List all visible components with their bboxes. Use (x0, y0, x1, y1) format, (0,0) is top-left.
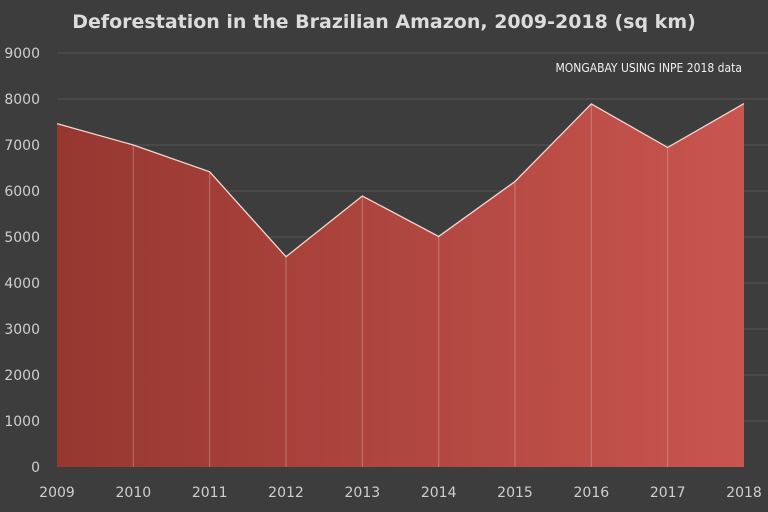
y-tick-label: 1000 (4, 414, 40, 430)
x-tick-label: 2012 (268, 485, 304, 501)
y-tick-label: 7000 (4, 138, 40, 154)
source-annotation: MONGABAY USING INPE 2018 data (555, 61, 742, 75)
x-tick-label: 2014 (421, 485, 457, 501)
chart-title: Deforestation in the Brazilian Amazon, 2… (72, 11, 696, 33)
x-tick-label: 2017 (650, 485, 686, 501)
y-tick-label: 3000 (4, 322, 40, 338)
y-axis-ticks: 0 1000 2000 3000 4000 5000 6000 7000 8000 9000 (4, 46, 40, 476)
x-tick-label: 2011 (192, 485, 228, 501)
y-tick-label: 9000 (4, 46, 40, 62)
x-tick-label: 2016 (574, 485, 610, 501)
y-tick-label: 5000 (4, 230, 40, 246)
y-tick-label: 6000 (4, 184, 40, 200)
x-tick-label: 2015 (497, 485, 533, 501)
y-tick-label: 2000 (4, 368, 40, 384)
x-axis-ticks: 2009 2010 2011 2012 2013 2014 2015 2016 2017 2018 (39, 485, 762, 501)
x-tick-label: 2013 (345, 485, 381, 501)
x-tick-label: 2010 (116, 485, 152, 501)
area-series (56, 103, 745, 467)
y-tick-label: 8000 (4, 92, 40, 108)
y-tick-label: 4000 (4, 276, 40, 292)
x-tick-label: 2009 (39, 485, 75, 501)
area-fill (57, 103, 744, 467)
y-tick-label: 0 (31, 460, 40, 476)
x-tick-label: 2018 (726, 485, 762, 501)
area-edge-line (56, 103, 745, 258)
